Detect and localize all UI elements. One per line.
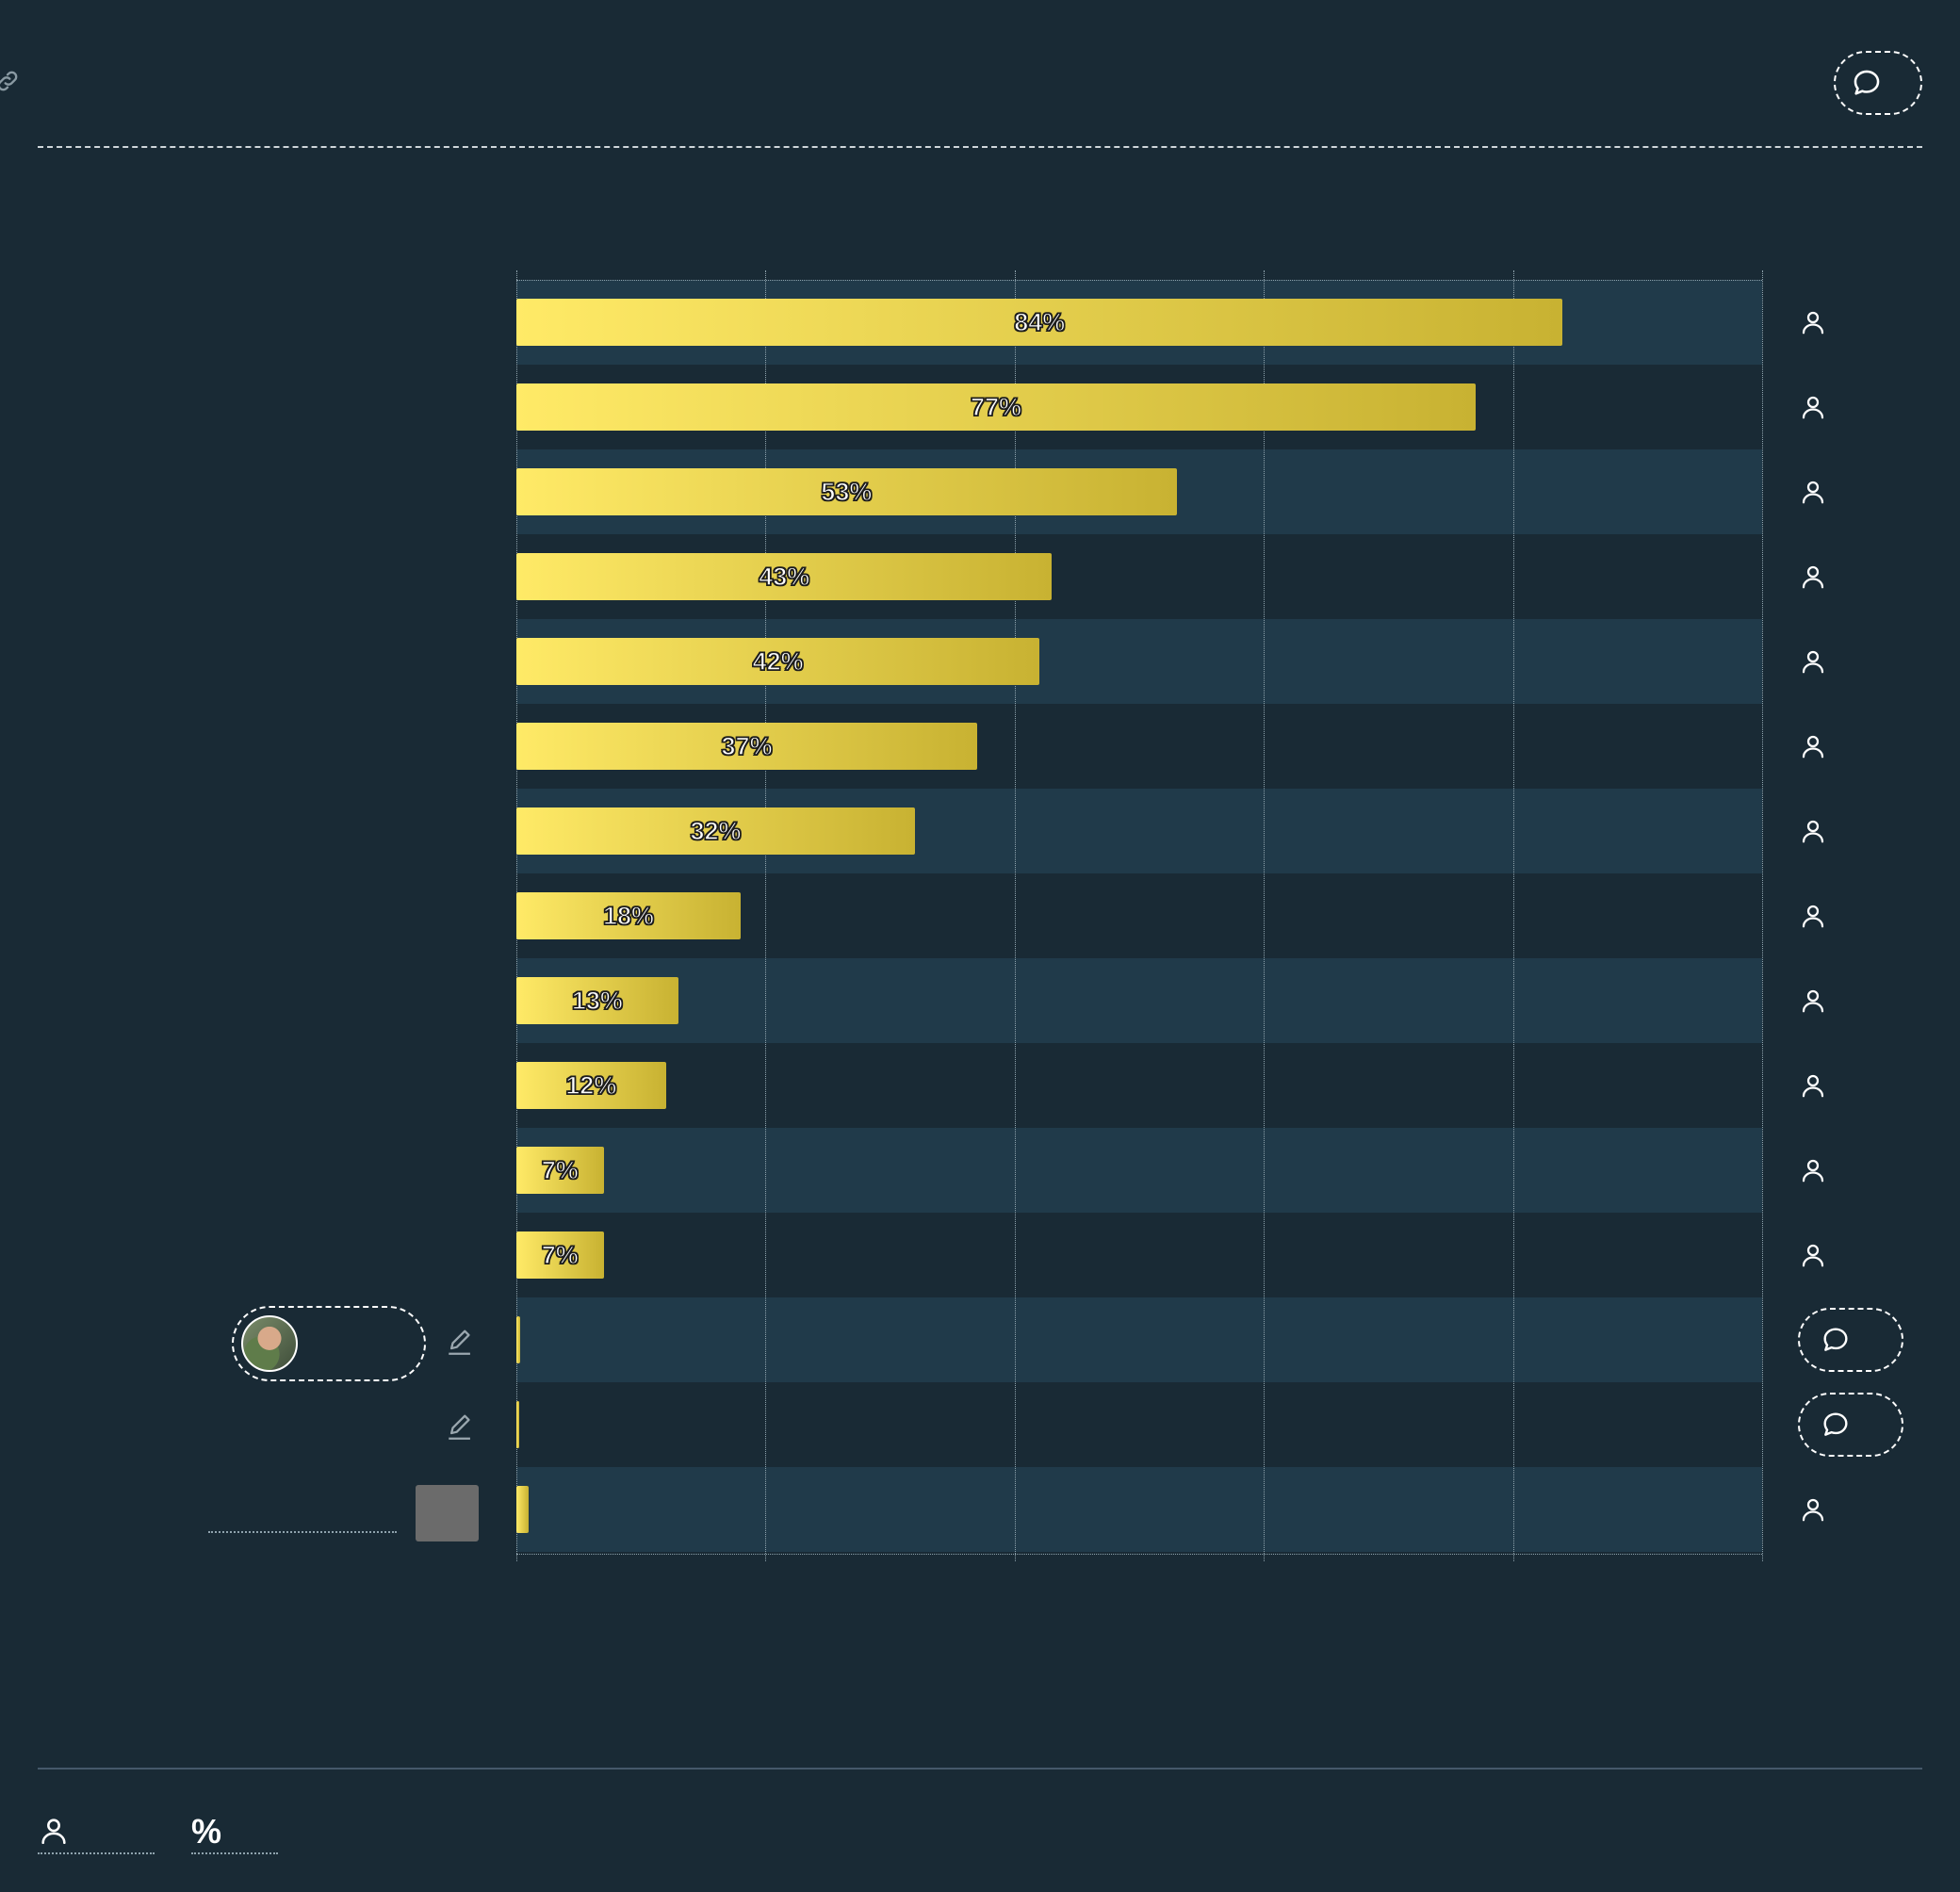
chart-row-band xyxy=(516,1297,1762,1382)
bar[interactable] xyxy=(516,892,741,939)
user-icon[interactable] xyxy=(1799,1156,1827,1184)
footer-percent-button[interactable]: % xyxy=(191,1815,278,1854)
bar-label: 77% xyxy=(970,392,1021,421)
bar[interactable] xyxy=(516,1147,604,1194)
row-comment-button[interactable] xyxy=(1798,1308,1903,1372)
user-icon[interactable] xyxy=(1799,732,1827,760)
bar-label: 84% xyxy=(1014,307,1066,336)
chart-top-axis xyxy=(516,280,1762,281)
user-chip[interactable] xyxy=(232,1306,426,1381)
user-icon[interactable] xyxy=(1799,478,1827,506)
comment-button[interactable] xyxy=(1834,51,1922,115)
bar[interactable] xyxy=(516,723,978,770)
bar-label: 43% xyxy=(758,562,810,591)
bar[interactable] xyxy=(516,977,678,1024)
chart-row-band xyxy=(516,1467,1762,1552)
text-underline xyxy=(208,1531,397,1533)
user-icon[interactable] xyxy=(1799,902,1827,930)
gridline xyxy=(1762,270,1763,1561)
user-icon[interactable] xyxy=(1799,1241,1827,1269)
bar-label: 42% xyxy=(752,646,804,676)
user-icon[interactable] xyxy=(1799,393,1827,421)
user-icon[interactable] xyxy=(1799,987,1827,1015)
gridline xyxy=(1512,270,1514,1561)
bar[interactable] xyxy=(516,1316,520,1363)
chart-bottom-axis xyxy=(516,1554,1762,1555)
bar-chart: 84% 77% 53% 43% 42% 37% 32% 18% 13% 12% 7% 7% xyxy=(516,270,1763,1561)
edit-icon[interactable] xyxy=(445,1411,477,1443)
bar-label: 7% xyxy=(541,1240,579,1269)
bar-label: 18% xyxy=(602,901,654,930)
bar-label: 37% xyxy=(721,731,773,760)
edit-icon[interactable] xyxy=(445,1326,477,1358)
user-icon[interactable] xyxy=(1799,308,1827,336)
gridline xyxy=(765,270,767,1561)
chart-row-band xyxy=(516,1213,1762,1297)
gridline xyxy=(1014,270,1016,1561)
bar[interactable] xyxy=(516,299,1563,346)
bar-label: 7% xyxy=(541,1155,579,1184)
bar[interactable] xyxy=(516,553,1053,600)
bar-label: 13% xyxy=(571,986,623,1015)
bar[interactable] xyxy=(516,1486,530,1533)
gridline xyxy=(1264,270,1266,1561)
comment-icon xyxy=(1823,1328,1848,1351)
header-divider xyxy=(38,146,1922,148)
user-icon[interactable] xyxy=(1799,817,1827,845)
link-icon[interactable] xyxy=(0,68,21,94)
user-icon[interactable] xyxy=(1799,1071,1827,1100)
bar[interactable] xyxy=(516,1231,604,1279)
bar[interactable] xyxy=(516,468,1177,515)
footer-divider xyxy=(38,1768,1922,1770)
chart-row-band xyxy=(516,1382,1762,1467)
bar[interactable] xyxy=(516,807,916,855)
color-swatch[interactable] xyxy=(416,1485,479,1541)
comment-icon xyxy=(1823,1412,1848,1436)
comment-icon xyxy=(1854,70,1880,95)
bar-label: 32% xyxy=(690,816,742,845)
row-comment-button[interactable] xyxy=(1798,1393,1903,1457)
chart-row-band xyxy=(516,1043,1762,1128)
bar-label: 12% xyxy=(565,1070,617,1100)
user-icon xyxy=(41,1819,66,1845)
footer-user-button[interactable] xyxy=(38,1815,155,1854)
bar[interactable] xyxy=(516,383,1476,431)
chart-row-band xyxy=(516,1128,1762,1213)
user-icon[interactable] xyxy=(1799,647,1827,676)
user-icon[interactable] xyxy=(1799,563,1827,591)
bar[interactable] xyxy=(516,1401,519,1448)
avatar xyxy=(241,1315,298,1372)
user-icon[interactable] xyxy=(1799,1495,1827,1524)
bar[interactable] xyxy=(516,1062,666,1109)
bar[interactable] xyxy=(516,638,1040,685)
bar-label: 53% xyxy=(821,477,873,506)
percent-symbol: % xyxy=(191,1812,222,1851)
chart-row-band xyxy=(516,958,1762,1043)
